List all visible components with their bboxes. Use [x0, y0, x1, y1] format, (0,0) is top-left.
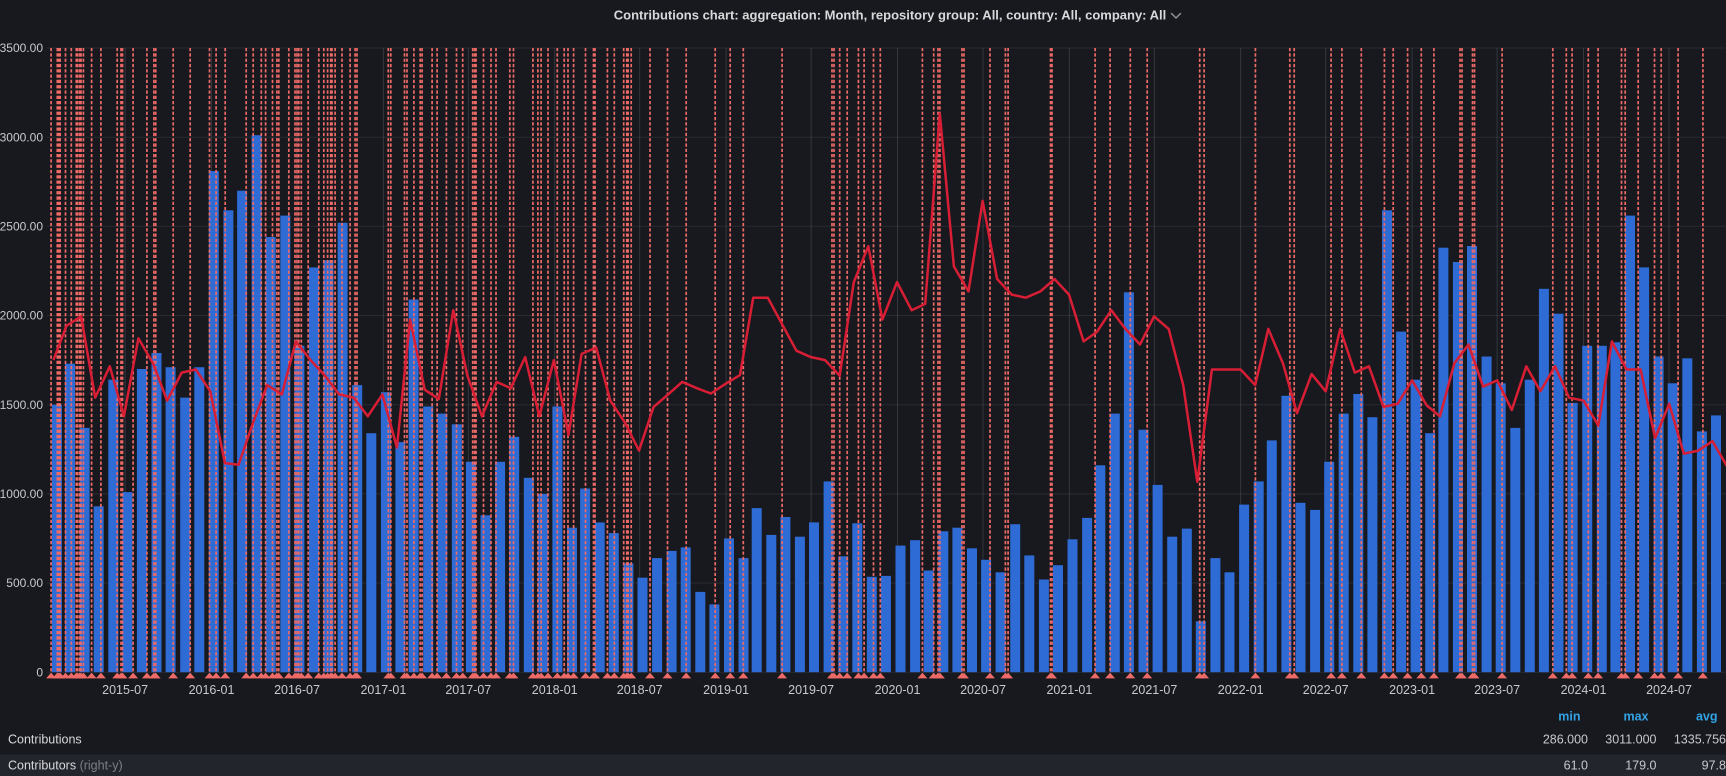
- svg-text:2023-07: 2023-07: [1474, 683, 1520, 697]
- svg-text:2019-01: 2019-01: [703, 683, 749, 697]
- svg-text:97.8: 97.8: [1702, 759, 1726, 773]
- svg-text:61.0: 61.0: [1564, 759, 1588, 773]
- svg-text:1000.00: 1000.00: [0, 487, 43, 501]
- svg-text:max: max: [1623, 710, 1648, 724]
- svg-text:2024-07: 2024-07: [1646, 683, 1692, 697]
- svg-text:2500.00: 2500.00: [0, 220, 43, 234]
- svg-text:2020-01: 2020-01: [875, 683, 921, 697]
- svg-text:2017-01: 2017-01: [360, 683, 406, 697]
- svg-text:1500.00: 1500.00: [0, 398, 43, 412]
- svg-text:2023-01: 2023-01: [1389, 683, 1435, 697]
- svg-text:Contributions chart: aggregati: Contributions chart: aggregation: Month,…: [614, 8, 1167, 23]
- svg-text:2018-07: 2018-07: [617, 683, 663, 697]
- svg-text:2024-01: 2024-01: [1561, 683, 1607, 697]
- svg-text:avg: avg: [1696, 710, 1718, 724]
- svg-text:2017-07: 2017-07: [445, 683, 491, 697]
- svg-text:2022-07: 2022-07: [1303, 683, 1349, 697]
- svg-text:Contributors (right-y): Contributors (right-y): [8, 759, 123, 773]
- svg-text:2016-07: 2016-07: [274, 683, 320, 697]
- svg-text:2020-07: 2020-07: [960, 683, 1006, 697]
- svg-text:0: 0: [36, 665, 43, 679]
- svg-text:500.00: 500.00: [6, 576, 43, 590]
- svg-text:2018-01: 2018-01: [532, 683, 578, 697]
- svg-text:3500.00: 3500.00: [0, 41, 43, 55]
- svg-text:Contributions: Contributions: [8, 733, 82, 747]
- svg-text:2022-01: 2022-01: [1218, 683, 1264, 697]
- svg-text:2021-01: 2021-01: [1046, 683, 1092, 697]
- svg-text:3011.000: 3011.000: [1605, 733, 1656, 747]
- svg-text:179.0: 179.0: [1625, 759, 1656, 773]
- svg-text:2019-07: 2019-07: [788, 683, 834, 697]
- svg-text:1335.756: 1335.756: [1674, 733, 1726, 747]
- svg-text:3000.00: 3000.00: [0, 130, 43, 144]
- svg-text:2015-07: 2015-07: [102, 683, 148, 697]
- svg-text:min: min: [1558, 710, 1580, 724]
- svg-text:2000.00: 2000.00: [0, 309, 43, 323]
- svg-text:286.000: 286.000: [1543, 733, 1588, 747]
- svg-text:2021-07: 2021-07: [1131, 683, 1177, 697]
- svg-text:2016-01: 2016-01: [189, 683, 235, 697]
